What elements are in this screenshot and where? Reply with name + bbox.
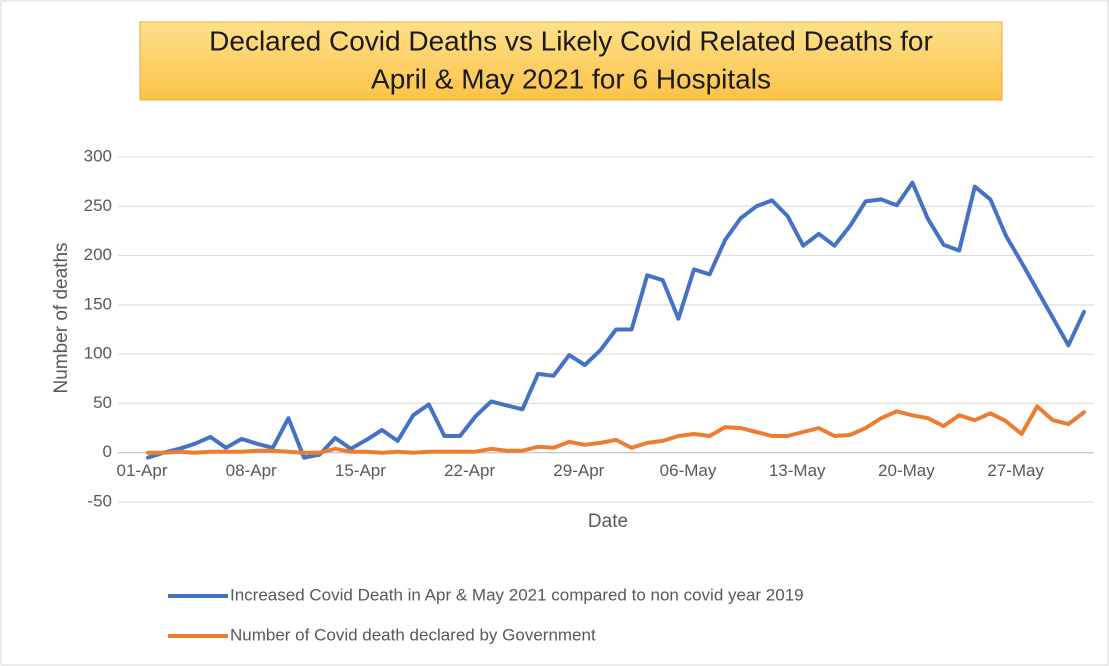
chart-title: April & May 2021 for 6 Hospitals [371,63,771,94]
legend-label: Increased Covid Death in Apr & May 2021 … [230,585,804,604]
y-tick-label: 100 [84,344,112,363]
series-line [146,404,1086,455]
title-box [139,21,1003,101]
x-tick-label: 29-Apr [553,461,604,480]
chart-title: Declared Covid Deaths vs Likely Covid Re… [209,25,933,56]
y-tick-label: 50 [93,393,112,412]
x-tick-label: 08-Apr [226,461,277,480]
x-tick-label: 27-May [987,461,1044,480]
legend-label: Number of Covid death declared by Govern… [230,625,596,644]
y-tick-label: 150 [84,294,112,313]
x-tick-label: 01-Apr [116,461,167,480]
y-tick-label: 200 [84,245,112,264]
y-tick-label: 300 [84,146,112,165]
x-tick-label: 15-Apr [335,461,386,480]
x-tick-label: 13-May [769,461,826,480]
x-tick-label: 06-May [660,461,717,480]
y-tick-label: 250 [84,196,112,215]
x-tick-label: 20-May [878,461,935,480]
x-axis-title: Date [588,511,628,532]
y-tick-label: -50 [87,491,112,510]
y-tick-label: 0 [103,442,112,461]
series-line [146,180,1086,460]
y-axis-title: Number of deaths [51,242,72,393]
x-tick-label: 22-Apr [444,461,495,480]
